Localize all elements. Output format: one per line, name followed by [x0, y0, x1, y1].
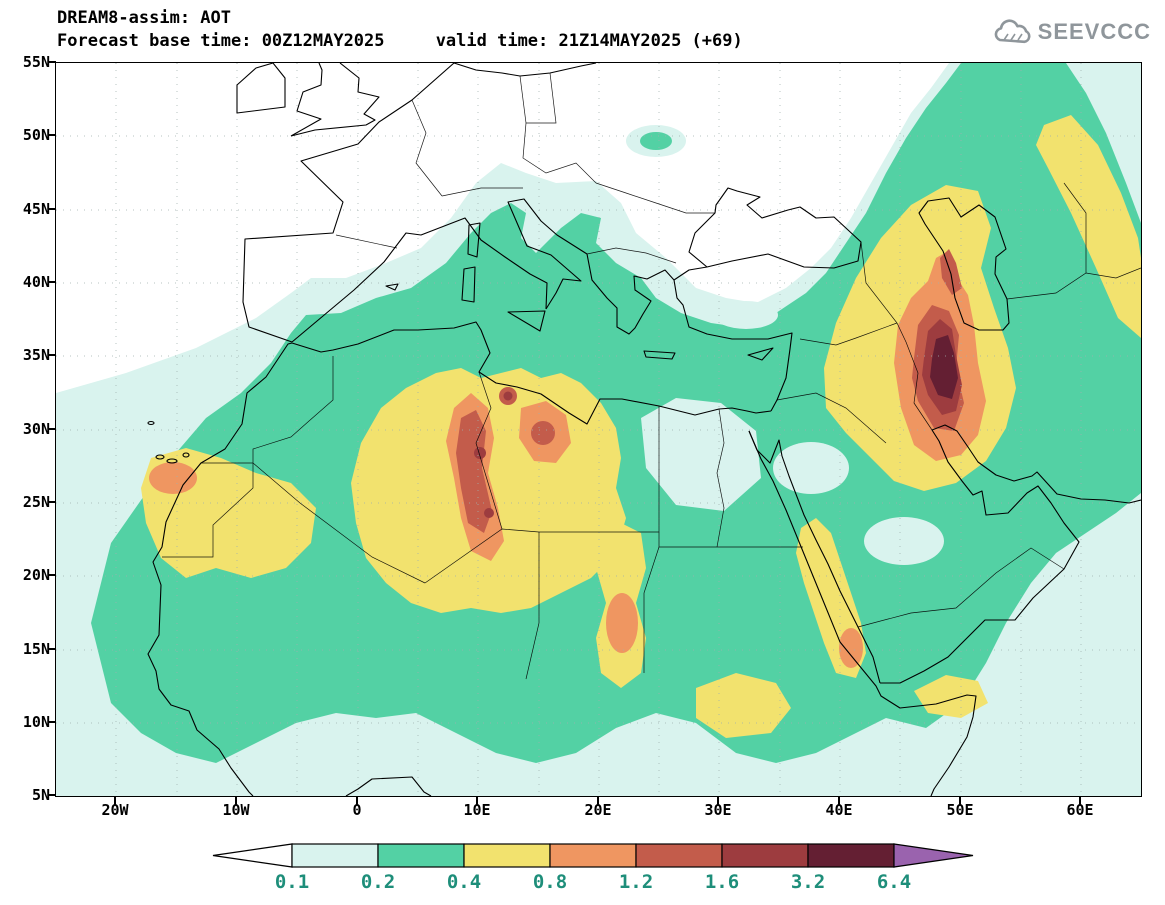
colorbar-seg [807, 843, 895, 868]
lat-label: 25N [22, 493, 50, 511]
lon-label: 10W [222, 801, 250, 819]
lat-label: 30N [22, 420, 50, 438]
colorbar-label: 6.4 [876, 871, 912, 893]
lon-label: 20W [101, 801, 129, 819]
lat-label: 5N [31, 786, 50, 804]
lat-label: 10N [22, 713, 50, 731]
axis-tick [48, 428, 56, 430]
axis-tick [48, 501, 56, 503]
axis-tick [48, 574, 56, 576]
plot-title: DREAM8-assim: AOT [57, 8, 231, 28]
colorbar-seg [291, 843, 379, 868]
aot-shade-holes [641, 301, 944, 565]
plot-subtitle: Forecast base time: 00Z12MAY2025 valid t… [57, 31, 743, 51]
colorbar-svg [212, 843, 974, 868]
axis-tick [48, 281, 56, 283]
axis-tick [717, 797, 719, 805]
map-frame [55, 62, 1142, 797]
lat-label: 45N [22, 200, 50, 218]
axis-tick [48, 648, 56, 650]
axis-tick [356, 797, 358, 805]
colorbar-seg [635, 843, 723, 868]
axis-tick [48, 134, 56, 136]
colorbar-arrow-low [212, 843, 293, 868]
lat-label: 50N [22, 126, 50, 144]
axis-tick [1079, 797, 1081, 805]
country-borders [162, 72, 1141, 680]
map-svg [56, 63, 1141, 796]
aot-shade-3p2 [930, 335, 958, 399]
axis-tick [48, 354, 56, 356]
axis-tick [597, 797, 599, 805]
axis-tick [959, 797, 961, 805]
axis-tick [838, 797, 840, 805]
lat-label: 55N [22, 53, 50, 71]
colorbar-label: 0.8 [532, 871, 568, 893]
lon-label: 60E [1066, 801, 1094, 819]
colorbar-label: 3.2 [790, 871, 826, 893]
lat-label: 35N [22, 346, 50, 364]
colorbar-label: 0.4 [446, 871, 482, 893]
cloud-icon [994, 19, 1031, 44]
seevccc-logo: SEEVCCC [990, 18, 1151, 46]
lon-label: 20E [584, 801, 612, 819]
colorbar-arrow-high [893, 843, 974, 868]
aot-shade-0p2 [91, 63, 1141, 763]
logo-text: SEEVCCC [1037, 19, 1151, 44]
colorbar-label: 0.1 [274, 871, 310, 893]
axis-tick [48, 721, 56, 723]
lat-label: 15N [22, 640, 50, 658]
axis-tick [235, 797, 237, 805]
axis-tick [476, 797, 478, 805]
colorbar-label: 1.6 [704, 871, 740, 893]
axis-tick [114, 797, 116, 805]
colorbar-seg [721, 843, 809, 868]
colorbar [205, 842, 980, 873]
colorbar-seg [463, 843, 551, 868]
axis-tick [48, 208, 56, 210]
lon-label: 50E [946, 801, 974, 819]
axis-tick [48, 794, 56, 796]
lon-label: 10E [463, 801, 491, 819]
lat-label: 20N [22, 566, 50, 584]
lon-label: 0 [352, 801, 362, 819]
lon-label: 40E [825, 801, 853, 819]
colorbar-seg [377, 843, 465, 868]
lat-label: 40N [22, 273, 50, 291]
colorbar-seg [549, 843, 637, 868]
axis-tick [48, 61, 56, 63]
colorbar-label: 0.2 [360, 871, 396, 893]
colorbar-label: 1.2 [618, 871, 654, 893]
lon-label: 30E [704, 801, 732, 819]
